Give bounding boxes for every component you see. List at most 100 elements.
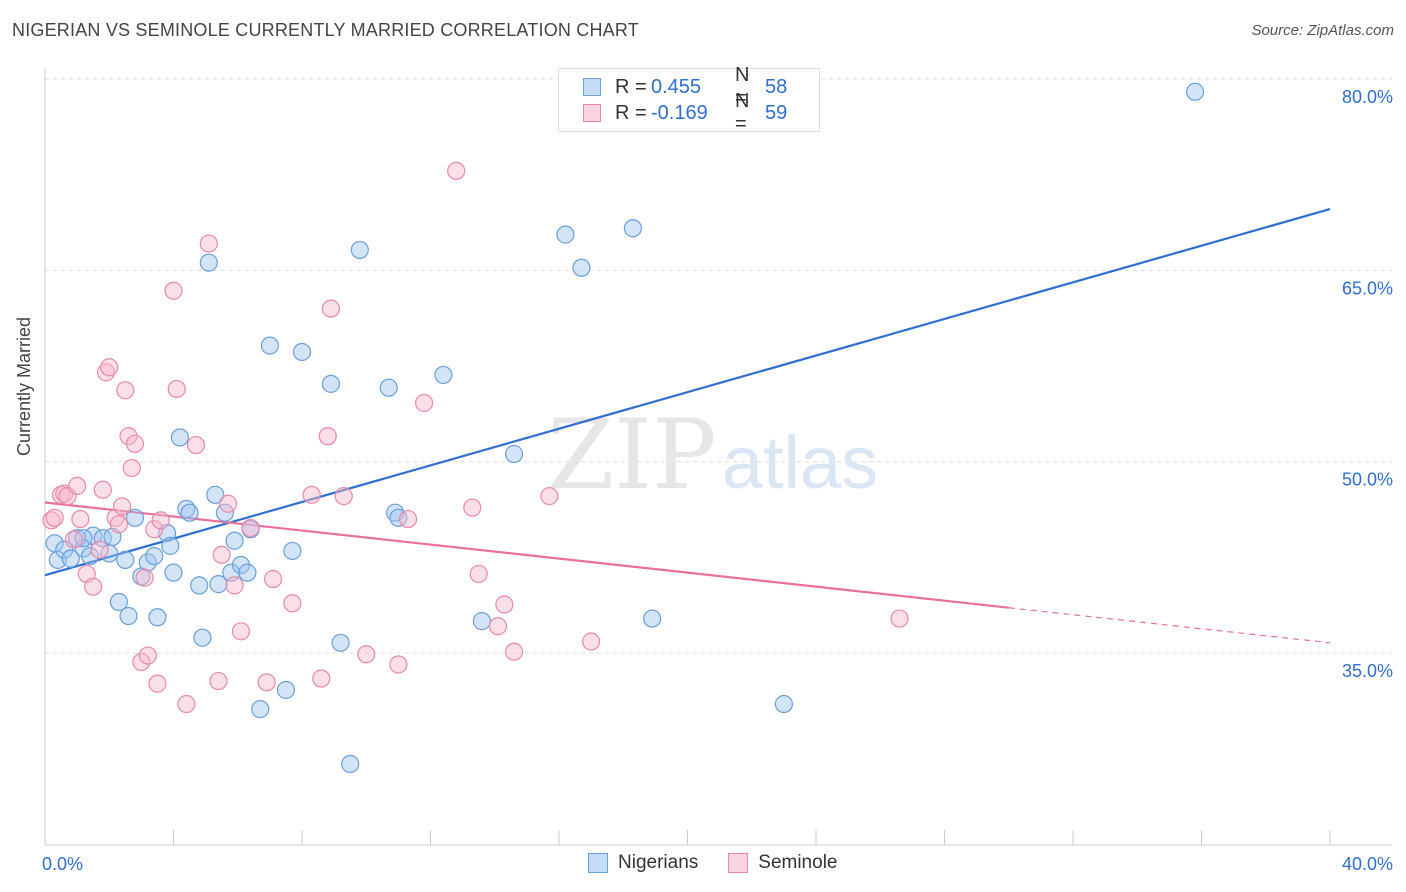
point-seminole <box>64 530 84 549</box>
point-nigerians <box>93 529 112 548</box>
point-nigerians <box>331 633 350 652</box>
point-nigerians <box>199 253 218 272</box>
point-seminole <box>42 511 61 530</box>
point-nigerians <box>434 365 453 385</box>
point-nigerians <box>74 529 93 548</box>
point-seminole <box>135 568 154 587</box>
point-seminole <box>148 674 167 693</box>
point-seminole <box>219 494 238 513</box>
point-seminole <box>167 379 186 399</box>
source-label: Source: ZipAtlas.com <box>1251 22 1394 39</box>
y-tick-label: 80.0% <box>1342 87 1393 107</box>
legend-swatch-nigerians <box>583 78 601 96</box>
correlation-legend: R = 0.455 N = 58 R = -0.169 N = 59 <box>558 64 820 135</box>
legend-r-label: R = <box>615 101 647 124</box>
point-seminole <box>241 518 260 538</box>
chart-title: NIGERIAN VS SEMINOLE CURRENTLY MARRIED C… <box>12 20 639 40</box>
trend-line-seminole <box>44 501 1009 609</box>
trend-lines <box>44 208 1331 644</box>
point-seminole <box>212 545 231 564</box>
y-tick-labels: 35.0% 50.0% 65.0% 80.0% <box>1342 87 1393 681</box>
point-seminole <box>112 497 132 516</box>
y-tick-label: 35.0% <box>1342 661 1393 681</box>
point-seminole <box>495 595 514 614</box>
point-nigerians <box>119 606 138 626</box>
legend-item-nigerians[interactable]: Nigerians <box>588 852 698 874</box>
point-seminole <box>209 671 228 691</box>
legend-r-value: -0.169 <box>651 101 708 124</box>
point-nigerians <box>109 592 128 612</box>
point-seminole <box>389 655 408 674</box>
point-seminole <box>225 576 244 595</box>
point-seminole <box>414 393 434 413</box>
y-tick-label: 65.0% <box>1342 278 1393 298</box>
point-seminole <box>199 234 218 253</box>
legend-row-seminole: R = -0.169 N = 59 <box>583 90 788 135</box>
point-nigerians <box>116 550 135 569</box>
point-seminole <box>186 435 206 455</box>
point-nigerians <box>206 485 225 504</box>
legend-label-seminole: Seminole <box>758 852 838 873</box>
legend-swatch-seminole <box>583 104 601 122</box>
point-nigerians <box>80 546 100 566</box>
point-seminole <box>463 498 482 517</box>
x-tick-labels: 0.0% 40.0% <box>42 854 1393 874</box>
point-nigerians <box>164 563 183 582</box>
point-nigerians <box>472 612 491 631</box>
point-seminole <box>84 577 103 596</box>
point-nigerians <box>170 428 190 447</box>
point-seminole <box>109 515 128 534</box>
legend-r-label: R = <box>615 75 647 98</box>
series-legend: Nigerians Seminole <box>588 852 867 874</box>
point-seminole <box>488 617 508 636</box>
point-seminole <box>283 594 302 613</box>
point-seminole <box>318 427 337 446</box>
point-seminole <box>116 381 135 400</box>
point-nigerians <box>148 608 167 627</box>
point-seminole <box>312 669 331 688</box>
point-seminole <box>164 281 183 300</box>
x-tick-label: 0.0% <box>42 854 83 874</box>
point-seminole <box>96 363 116 382</box>
point-seminole <box>302 485 321 504</box>
point-nigerians <box>643 609 662 628</box>
point-seminole <box>93 480 112 499</box>
x-tick-label: 40.0% <box>1342 854 1393 874</box>
point-nigerians <box>209 575 228 594</box>
point-seminole <box>151 511 170 530</box>
point-nigerians <box>180 503 199 522</box>
point-nigerians <box>1185 82 1205 101</box>
point-seminole <box>68 476 87 496</box>
point-nigerians <box>389 508 408 527</box>
point-nigerians <box>341 754 360 774</box>
legend-item-seminole[interactable]: Seminole <box>728 852 837 874</box>
point-seminole <box>504 642 524 661</box>
point-nigerians <box>623 219 642 238</box>
legend-label-nigerians: Nigerians <box>618 852 699 873</box>
watermark-zip: ZIP <box>547 399 716 511</box>
legend-swatch-seminole <box>728 853 749 873</box>
point-seminole <box>125 434 145 453</box>
point-seminole <box>469 564 488 584</box>
point-nigerians <box>225 531 244 550</box>
point-seminole <box>447 161 466 180</box>
legend-n-label: N = <box>735 64 750 109</box>
axes <box>44 68 1392 846</box>
point-seminole <box>890 609 909 628</box>
point-nigerians <box>260 336 279 355</box>
legend-n-label: N = <box>735 90 750 135</box>
point-seminole <box>45 508 64 527</box>
point-nigerians <box>321 374 341 393</box>
point-seminole <box>257 673 276 692</box>
point-seminole <box>357 645 376 664</box>
point-seminole <box>138 646 157 665</box>
watermark-atlas: atlas <box>722 421 878 504</box>
point-seminole <box>398 509 418 529</box>
legend-n-value: 59 <box>765 101 788 124</box>
point-seminole <box>231 622 251 641</box>
point-nigerians <box>61 549 80 568</box>
point-seminole <box>100 358 119 377</box>
point-nigerians <box>145 546 164 566</box>
trend-line-extension-seminole <box>1008 607 1331 644</box>
